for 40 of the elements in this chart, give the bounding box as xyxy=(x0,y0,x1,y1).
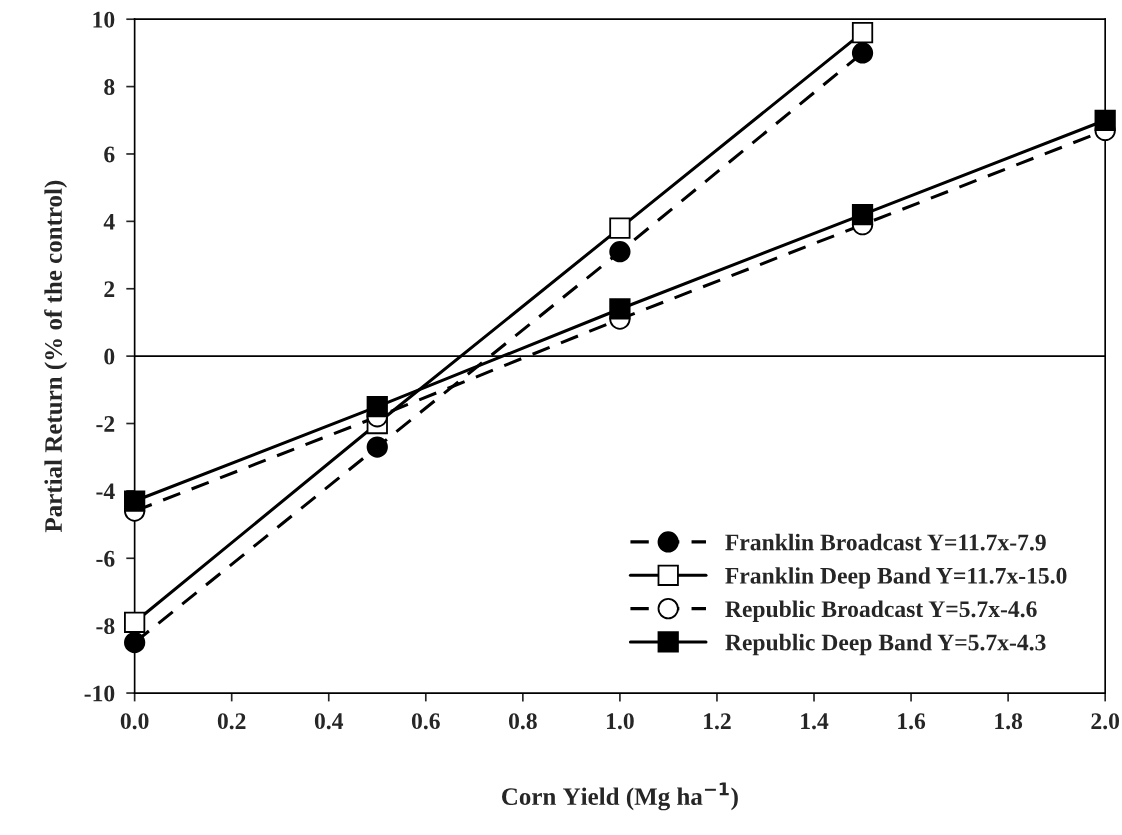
x-tick-label: 1.4 xyxy=(801,713,829,730)
x-tick-label: 2.0 xyxy=(1091,713,1120,730)
x-tick-label: 0.2 xyxy=(217,713,246,730)
point xyxy=(851,42,874,64)
legend-label: Franklin Broadcast Y=11.7x-7.9 xyxy=(725,533,1046,551)
legend-label: Republic Deep Band Y=5.7x-4.3 xyxy=(725,633,1046,656)
x-tick-label: 1.2 xyxy=(704,713,731,730)
y-axis-title: Partial Return (% of the control) xyxy=(44,180,68,533)
point xyxy=(124,631,146,654)
y-tick-label: -10 xyxy=(84,685,115,702)
point xyxy=(366,396,388,418)
y-tick-label: 0 xyxy=(104,348,115,365)
y-tick-label: 6 xyxy=(104,146,115,163)
point xyxy=(609,241,631,263)
y-tick-label: -6 xyxy=(96,550,115,567)
x-tick-label: 0.0 xyxy=(120,713,149,730)
y-tick-label: -2 xyxy=(96,416,115,432)
x-tick-label: 0.8 xyxy=(509,713,537,730)
legend-label: Franklin Deep Band Y=11.7x-15.0 xyxy=(725,567,1067,589)
point xyxy=(851,203,874,226)
y-tick-label: -4 xyxy=(96,483,115,500)
x-tick-label: 0.6 xyxy=(411,713,440,730)
point xyxy=(609,217,631,239)
y-tick-label: 10 xyxy=(93,11,115,28)
x-tick-label: 1.0 xyxy=(607,713,634,730)
y-tick-label: 4 xyxy=(103,214,115,230)
point xyxy=(366,436,388,458)
x-tick-label: 1.8 xyxy=(995,713,1023,730)
point xyxy=(609,298,631,320)
x-axis-title: Corn Yield (Mg ha$^{−1}$) xyxy=(502,782,738,811)
point xyxy=(124,611,146,633)
point xyxy=(124,490,146,512)
x-tick-label: 0.4 xyxy=(314,713,344,730)
point xyxy=(851,22,874,44)
y-tick-label: 2 xyxy=(104,281,115,297)
legend-label: Republic Broadcast Y=5.7x-4.6 xyxy=(725,600,1037,622)
x-tick-label: 1.6 xyxy=(898,713,926,730)
point xyxy=(1094,109,1116,131)
y-tick-label: 8 xyxy=(104,79,115,96)
y-tick-label: -8 xyxy=(96,618,115,635)
